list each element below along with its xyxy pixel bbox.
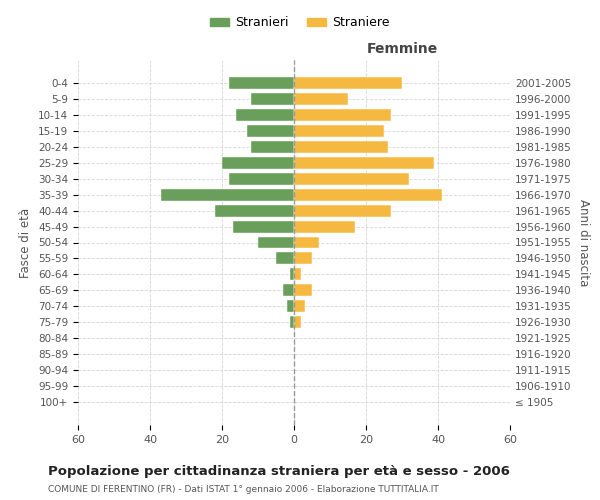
Text: COMUNE DI FERENTINO (FR) - Dati ISTAT 1° gennaio 2006 - Elaborazione TUTTITALIA.: COMUNE DI FERENTINO (FR) - Dati ISTAT 1°… [48, 485, 439, 494]
Y-axis label: Anni di nascita: Anni di nascita [577, 199, 590, 286]
Legend: Stranieri, Straniere: Stranieri, Straniere [205, 11, 395, 34]
Bar [251, 92, 294, 104]
Bar [294, 204, 391, 216]
Text: Popolazione per cittadinanza straniera per età e sesso - 2006: Popolazione per cittadinanza straniera p… [48, 465, 510, 478]
Bar [294, 124, 384, 136]
Bar [229, 172, 294, 184]
Bar [161, 188, 294, 200]
Bar [294, 172, 409, 184]
Bar [251, 140, 294, 152]
Bar [294, 236, 319, 248]
Bar [294, 316, 301, 328]
Bar [290, 268, 294, 280]
Bar [222, 156, 294, 168]
Bar [276, 252, 294, 264]
Bar [294, 140, 388, 152]
Bar [247, 124, 294, 136]
Bar [294, 156, 434, 168]
Bar [294, 300, 305, 312]
Bar [229, 76, 294, 88]
Bar [215, 204, 294, 216]
Bar [294, 220, 355, 232]
Bar [294, 268, 301, 280]
Bar [294, 108, 391, 120]
Y-axis label: Fasce di età: Fasce di età [19, 208, 32, 278]
Bar [290, 316, 294, 328]
Text: Femmine: Femmine [367, 42, 437, 56]
Bar [294, 76, 402, 88]
Bar [236, 108, 294, 120]
Bar [283, 284, 294, 296]
Bar [294, 284, 312, 296]
Bar [294, 252, 312, 264]
Bar [287, 300, 294, 312]
Bar [294, 92, 348, 104]
Bar [233, 220, 294, 232]
Bar [294, 188, 442, 200]
Bar [258, 236, 294, 248]
